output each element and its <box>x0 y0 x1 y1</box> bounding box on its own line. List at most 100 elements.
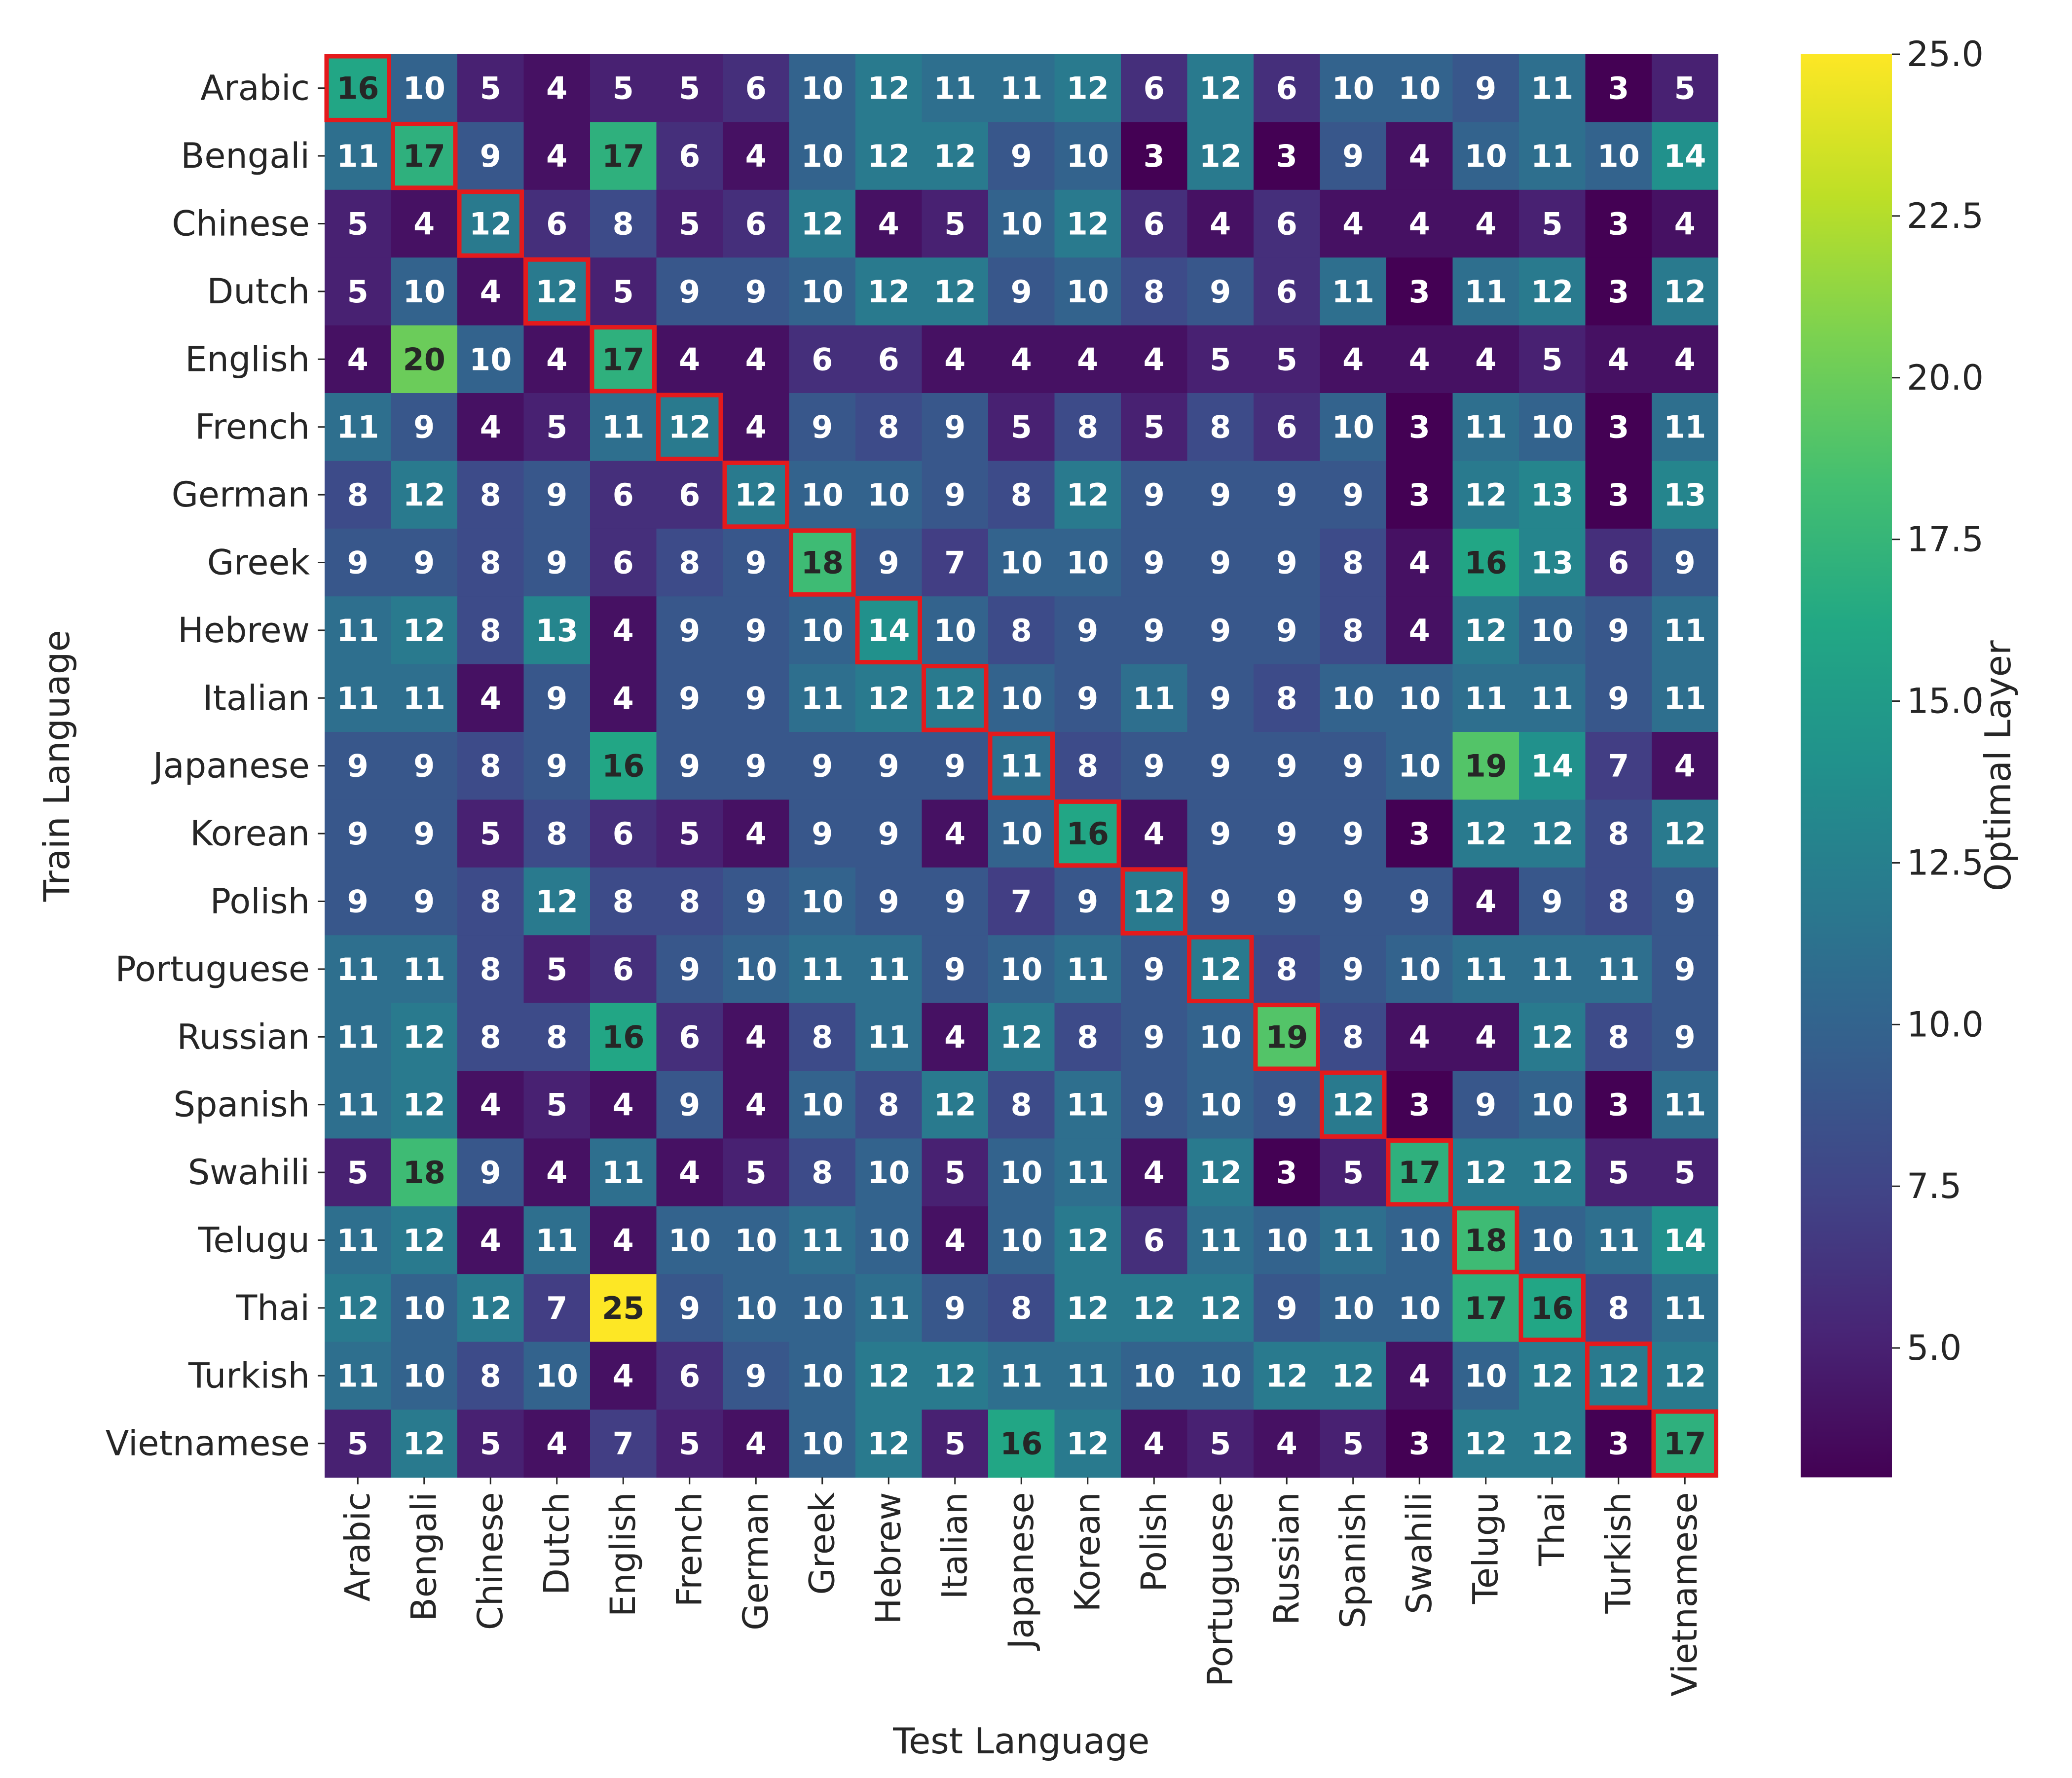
cell-value-label: 9 <box>1475 1087 1496 1123</box>
diagonal-highlight-box <box>988 731 1055 800</box>
heatmap-cell <box>723 664 790 732</box>
heatmap-cell <box>590 799 657 868</box>
heatmap-cell <box>391 1138 458 1207</box>
y-tick-label: Telugu <box>197 1220 310 1261</box>
cell-value-label: 4 <box>1409 1358 1430 1394</box>
cell-value-label: 9 <box>1674 951 1696 987</box>
heatmap-cell <box>1452 867 1519 936</box>
heatmap-cell <box>523 393 591 461</box>
colorbar-tick-label: 10.0 <box>1907 1004 1984 1045</box>
cell-value-label: 14 <box>867 613 910 649</box>
heatmap-cell <box>789 189 856 258</box>
cell-value-label: 4 <box>1144 1426 1165 1462</box>
heatmap-cell <box>1452 664 1519 732</box>
heatmap-cell <box>1254 799 1321 868</box>
cell-value-label: 9 <box>1144 951 1165 987</box>
cell-value-label: 10 <box>1398 680 1441 716</box>
heatmap-cell <box>1519 257 1586 326</box>
heatmap-cell <box>457 1206 524 1274</box>
heatmap-cell <box>1386 54 1453 122</box>
heatmap-cell <box>1519 461 1586 529</box>
x-tick-label: German <box>736 1492 776 1630</box>
heatmap-cell <box>922 393 989 461</box>
cell-value-label: 10 <box>867 1155 910 1191</box>
heatmap-cell <box>1121 1274 1188 1343</box>
heatmap-cell <box>391 189 458 258</box>
cell-value-label: 19 <box>1465 748 1507 784</box>
heatmap-cell <box>1121 1138 1188 1207</box>
heatmap-cell <box>1254 596 1321 665</box>
heatmap-cell <box>988 1206 1055 1274</box>
cell-value-label: 4 <box>1475 884 1496 920</box>
cell-value-label: 7 <box>1011 884 1032 920</box>
cell-value-label: 4 <box>1475 206 1496 242</box>
cell-value-label: 9 <box>745 884 767 920</box>
heatmap-cell <box>1320 732 1387 800</box>
heatmap-cell <box>457 189 524 258</box>
heatmap-cell <box>789 867 856 936</box>
cell-value-label: 3 <box>1608 409 1629 445</box>
x-tick-label: Turkish <box>1598 1492 1639 1614</box>
cell-value-label: 5 <box>679 816 700 852</box>
y-tick-label: German <box>172 474 310 515</box>
heatmap-cell <box>855 1206 923 1274</box>
cell-value-label: 11 <box>1199 1223 1242 1259</box>
heatmap-cell <box>1254 1410 1321 1478</box>
cell-value-label: 9 <box>679 748 700 784</box>
heatmap-cell <box>1121 1206 1188 1274</box>
cell-value-label: 5 <box>679 206 700 242</box>
cell-value-label: 9 <box>413 545 435 581</box>
cell-value-label: 5 <box>480 1426 501 1462</box>
cell-value-label: 8 <box>679 884 700 920</box>
heatmap-cell <box>1121 325 1188 394</box>
heatmap-cell <box>1254 732 1321 800</box>
heatmap-cell <box>1652 1410 1719 1478</box>
heatmap-cell <box>325 799 392 868</box>
cell-value-label: 10 <box>1000 1223 1042 1259</box>
cell-value-label: 4 <box>1409 341 1430 377</box>
cell-value-label: 4 <box>1144 1155 1165 1191</box>
cell-value-label: 3 <box>1144 138 1165 174</box>
heatmap-cell <box>789 935 856 1004</box>
heatmap-cell <box>855 1003 923 1071</box>
cell-value-label: 5 <box>1674 1155 1696 1191</box>
diagonal-highlight-box <box>1518 1273 1586 1343</box>
cell-value-label: 9 <box>1674 884 1696 920</box>
cell-value-label: 10 <box>536 1358 578 1394</box>
heatmap-cell <box>789 528 856 597</box>
heatmap-cell <box>922 867 989 936</box>
cell-value-label: 4 <box>613 1223 634 1259</box>
y-tick-label: Thai <box>236 1288 310 1328</box>
heatmap-cell <box>789 1206 856 1274</box>
y-tick-label: Swahili <box>188 1152 310 1193</box>
heatmap-cell <box>922 1071 989 1139</box>
heatmap-cell <box>1320 867 1387 936</box>
cell-value-label: 16 <box>602 1019 644 1055</box>
heatmap-cell <box>1386 393 1453 461</box>
cell-value-label: 10 <box>1531 1087 1573 1123</box>
heatmap-cell <box>1585 1206 1652 1274</box>
heatmap-cell <box>656 528 723 597</box>
heatmap-cell <box>656 799 723 868</box>
heatmap-cell <box>1585 393 1652 461</box>
cell-value-label: 8 <box>1342 1019 1364 1055</box>
heatmap-cell <box>855 1274 923 1343</box>
heatmap-cell <box>457 1071 524 1139</box>
y-tick-label: Polish <box>210 881 310 922</box>
cell-value-label: 9 <box>1276 748 1297 784</box>
heatmap-cell <box>1121 461 1188 529</box>
heatmap-cell <box>1121 1071 1188 1139</box>
x-tick-label: Russian <box>1266 1492 1307 1625</box>
cell-value-label: 6 <box>745 71 767 107</box>
heatmap-cell <box>855 257 923 326</box>
cell-value-label: 6 <box>679 1358 700 1394</box>
cell-value-label: 12 <box>1199 138 1242 174</box>
heatmap-cell <box>391 1206 458 1274</box>
heatmap-cell <box>391 867 458 936</box>
heatmap-cell <box>922 528 989 597</box>
cell-value-label: 10 <box>1067 138 1109 174</box>
cell-value-label: 9 <box>1077 613 1098 649</box>
cell-value-label: 10 <box>469 341 512 377</box>
heatmap-cell <box>855 461 923 529</box>
